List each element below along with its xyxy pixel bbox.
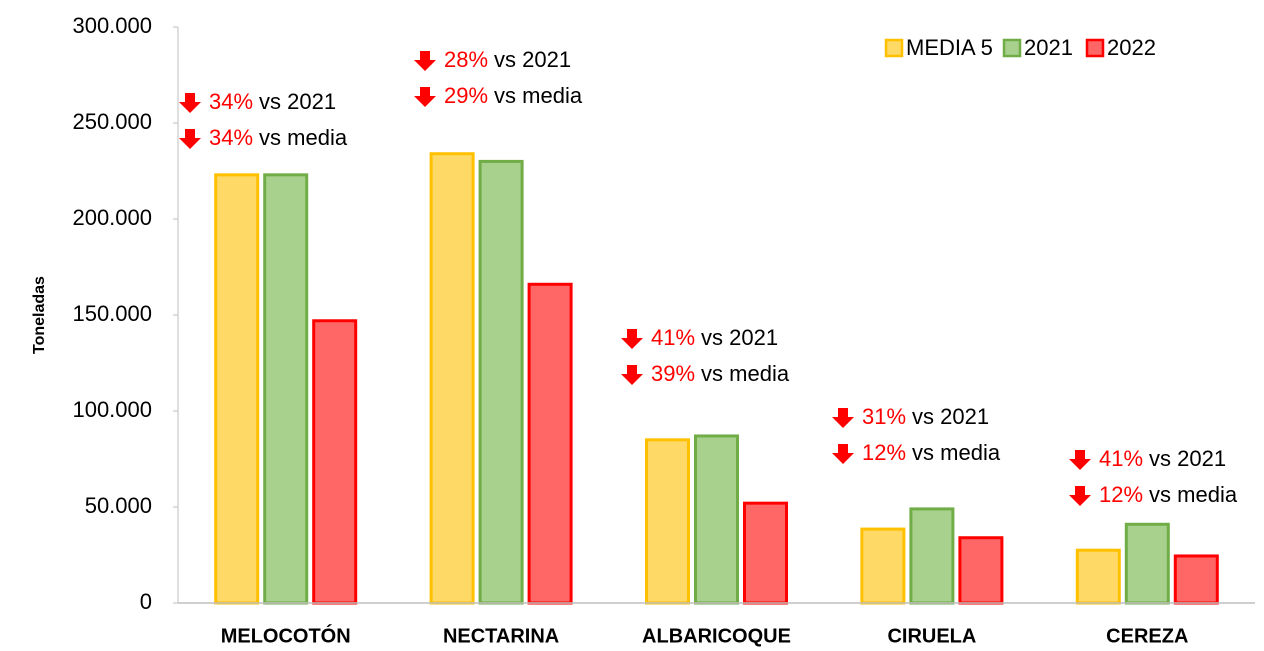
bar: [860, 527, 906, 605]
down-arrow: [414, 51, 436, 71]
y-tick-label: 300.000: [72, 13, 152, 38]
annotation: 12% vs media: [1099, 482, 1238, 507]
annotation-text: vs 2021: [701, 325, 778, 350]
legend-label: 2021: [1024, 35, 1073, 60]
annotation: 12% vs media: [862, 440, 1001, 465]
y-tick-label: 0: [140, 589, 152, 614]
annotation-text: vs media: [1149, 482, 1238, 507]
annotation-text: vs media: [701, 361, 790, 386]
annotation-pct: 29%: [444, 83, 488, 108]
annotation-pct: 31%: [862, 404, 906, 429]
annotation-text: vs 2021: [494, 47, 571, 72]
down-arrow: [621, 365, 643, 385]
annotation-text: vs media: [259, 125, 348, 150]
legend-label: 2022: [1107, 35, 1156, 60]
bar: [909, 507, 955, 605]
y-tick-label: 100.000: [72, 397, 152, 422]
bar: [694, 434, 739, 605]
annotation: 41% vs 2021: [651, 325, 778, 350]
bar: [312, 319, 358, 605]
down-arrow: [832, 444, 854, 464]
annotation: 34% vs media: [209, 125, 348, 150]
down-arrow: [1069, 450, 1091, 470]
bar: [429, 152, 475, 605]
annotation: 29% vs media: [444, 83, 583, 108]
legend-swatch: [1002, 38, 1022, 58]
annotation-text: vs 2021: [1149, 446, 1226, 471]
bar: [1124, 522, 1170, 605]
legend-label: MEDIA 5: [906, 35, 993, 60]
down-arrow: [414, 87, 436, 107]
y-tick-label: 150.000: [72, 301, 152, 326]
annotation: 28% vs 2021: [444, 47, 571, 72]
down-arrow: [621, 329, 643, 349]
legend-swatch: [1085, 38, 1105, 58]
bar: [214, 173, 260, 605]
bar: [478, 159, 524, 605]
annotation-text: vs 2021: [259, 89, 336, 114]
annotation-pct: 12%: [1099, 482, 1143, 507]
x-tick-label: ALBARICOQUE: [642, 625, 791, 647]
bar: [527, 282, 573, 605]
down-arrow: [179, 129, 201, 149]
annotation-pct: 34%: [209, 125, 253, 150]
annotation: 39% vs media: [651, 361, 790, 386]
bar: [645, 438, 690, 605]
x-tick-label: MELOCOTÓN: [221, 623, 351, 647]
annotation: 31% vs 2021: [862, 404, 989, 429]
annotation-pct: 41%: [1099, 446, 1143, 471]
annotation-pct: 12%: [862, 440, 906, 465]
bar: [743, 501, 788, 605]
bar: [1173, 554, 1219, 605]
legend-swatch: [884, 38, 904, 58]
y-tick-label: 50.000: [85, 493, 152, 518]
annotation-pct: 39%: [651, 361, 695, 386]
y-tick-label: 200.000: [72, 205, 152, 230]
x-tick-label: CEREZA: [1106, 625, 1188, 647]
y-axis-title: Toneladas: [31, 276, 48, 354]
y-tick-label: 250.000: [72, 109, 152, 134]
down-arrow: [1069, 486, 1091, 506]
annotation: 41% vs 2021: [1099, 446, 1226, 471]
annotation-pct: 28%: [444, 47, 488, 72]
bar: [958, 536, 1004, 605]
down-arrow: [179, 93, 201, 113]
annotation: 34% vs 2021: [209, 89, 336, 114]
annotation-text: vs media: [912, 440, 1001, 465]
bar: [1075, 548, 1121, 605]
x-tick-label: CIRUELA: [887, 625, 976, 647]
annotation-text: vs 2021: [912, 404, 989, 429]
down-arrow: [832, 408, 854, 428]
bar: [263, 173, 309, 605]
annotation-pct: 34%: [209, 89, 253, 114]
annotation-pct: 41%: [651, 325, 695, 350]
annotation-text: vs media: [494, 83, 583, 108]
x-tick-label: NECTARINA: [443, 625, 559, 647]
